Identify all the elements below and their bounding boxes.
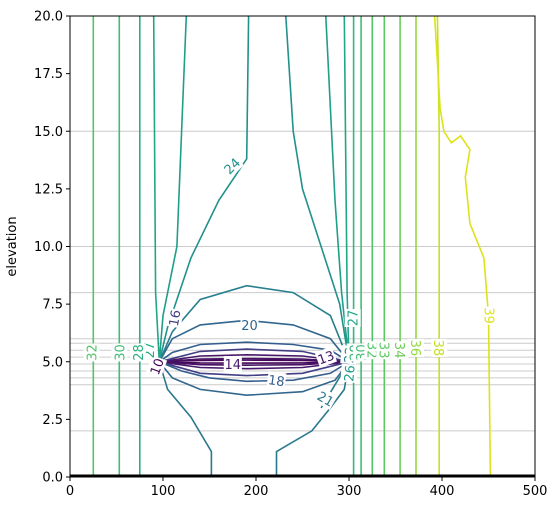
contour-label-group: 38	[430, 338, 448, 357]
contour-level-26	[158, 15, 188, 362]
contour-label-gap	[314, 346, 337, 368]
y-tick-label: 12.5	[34, 182, 63, 197]
contour-label: 16	[167, 309, 185, 328]
contour-level-24	[158, 15, 250, 362]
x-axis-ticks: 0 100 200 300 400 500	[66, 477, 548, 499]
contour-label-gap	[83, 343, 100, 362]
contour-label: 28	[132, 344, 147, 361]
contour-label-gap	[314, 387, 338, 411]
y-tick-label: 15.0	[34, 125, 63, 140]
contour-label: 33	[375, 342, 390, 359]
y-axis-label: elevation	[5, 216, 20, 276]
contour-label-gap	[340, 363, 358, 383]
y-tick-label: 5.0	[42, 355, 63, 370]
y-tick-label: 2.5	[42, 413, 63, 428]
contour-label: 27	[347, 310, 362, 327]
contour-level-24	[285, 15, 350, 362]
contour-label-group: 14	[223, 356, 242, 373]
contour-level-27	[152, 15, 161, 362]
y-tick-label: 0.0	[42, 471, 63, 486]
contour-label-group: 16	[164, 307, 185, 329]
contour-level-21	[158, 361, 213, 477]
contour-label-group: 18	[266, 371, 287, 390]
contour-label-gap	[376, 341, 393, 360]
contour-label-gap	[392, 341, 409, 360]
contour-label-group: 21	[314, 387, 338, 411]
contour-label-group: 10	[145, 355, 168, 378]
contour-label: 26	[342, 365, 358, 383]
contour-level-27	[343, 15, 350, 362]
contour-label-gap	[431, 338, 448, 357]
y-tick-label: 10.0	[34, 240, 63, 255]
y-axis-ticks: 0.0 2.5 5.0 7.5 10.0 12.5 15.0 17.5 20.0	[34, 10, 70, 486]
contour-label: 38	[430, 340, 445, 357]
x-tick-label: 0	[66, 484, 74, 499]
y-tick-label: 17.5	[34, 67, 63, 82]
contour-level-39	[433, 15, 492, 478]
contour-label-gap	[223, 356, 242, 373]
contour-labels: 1014131618202122242627272829303032323334…	[83, 153, 498, 411]
contour-label: 27	[143, 342, 158, 359]
contour-label-gap	[481, 306, 498, 325]
x-tick-label: 200	[244, 484, 269, 499]
contour-label-group: 13	[314, 346, 337, 369]
contour-label: 39	[480, 307, 495, 324]
contour-label-group: 32	[83, 343, 100, 362]
contour-label-group: 36	[407, 338, 424, 357]
contour-label-group: 26	[340, 363, 359, 383]
x-tick-label: 100	[151, 484, 176, 499]
contour-label: 30	[113, 344, 128, 361]
contour-label-gap	[266, 371, 287, 390]
contour-label-gap	[111, 343, 128, 362]
contour-label-gap	[240, 316, 259, 333]
contour-label-group: 20	[240, 316, 259, 334]
contour-label-gap	[408, 338, 424, 357]
contour-label: 32	[85, 344, 100, 361]
contour-label-group: 30	[111, 343, 128, 362]
contour-level-26	[325, 15, 350, 362]
contour-label: 20	[241, 319, 258, 334]
contour-label-group: 34	[391, 341, 409, 360]
contour-label-gap	[219, 153, 244, 178]
contour-label: 18	[267, 373, 285, 390]
contour-label: 32	[363, 342, 378, 359]
y-tick-label: 20.0	[34, 10, 63, 25]
contour-label-group: 39	[480, 306, 498, 325]
x-tick-label: 400	[430, 484, 455, 499]
contour-label: 13	[316, 349, 337, 369]
contour-label-gap	[145, 355, 168, 378]
contour-label-group: 33	[375, 341, 393, 360]
contour-label-group: 27	[344, 309, 362, 327]
contour-label-gap	[344, 309, 361, 327]
x-tick-label: 500	[523, 484, 548, 499]
contour-label-gap	[164, 307, 184, 329]
contour-level-38	[436, 15, 440, 477]
contour-level-21	[275, 361, 350, 477]
contour-label: 14	[225, 358, 242, 373]
contour-label-group: 28	[129, 343, 147, 362]
y-tick-label: 7.5	[42, 298, 63, 313]
contour-label: 36	[407, 340, 422, 357]
contour-label-gap	[129, 343, 146, 362]
x-tick-label: 300	[337, 484, 362, 499]
contour-label: 34	[391, 342, 406, 359]
contour-label: 21	[314, 389, 336, 410]
contour-label: 10	[148, 357, 168, 378]
